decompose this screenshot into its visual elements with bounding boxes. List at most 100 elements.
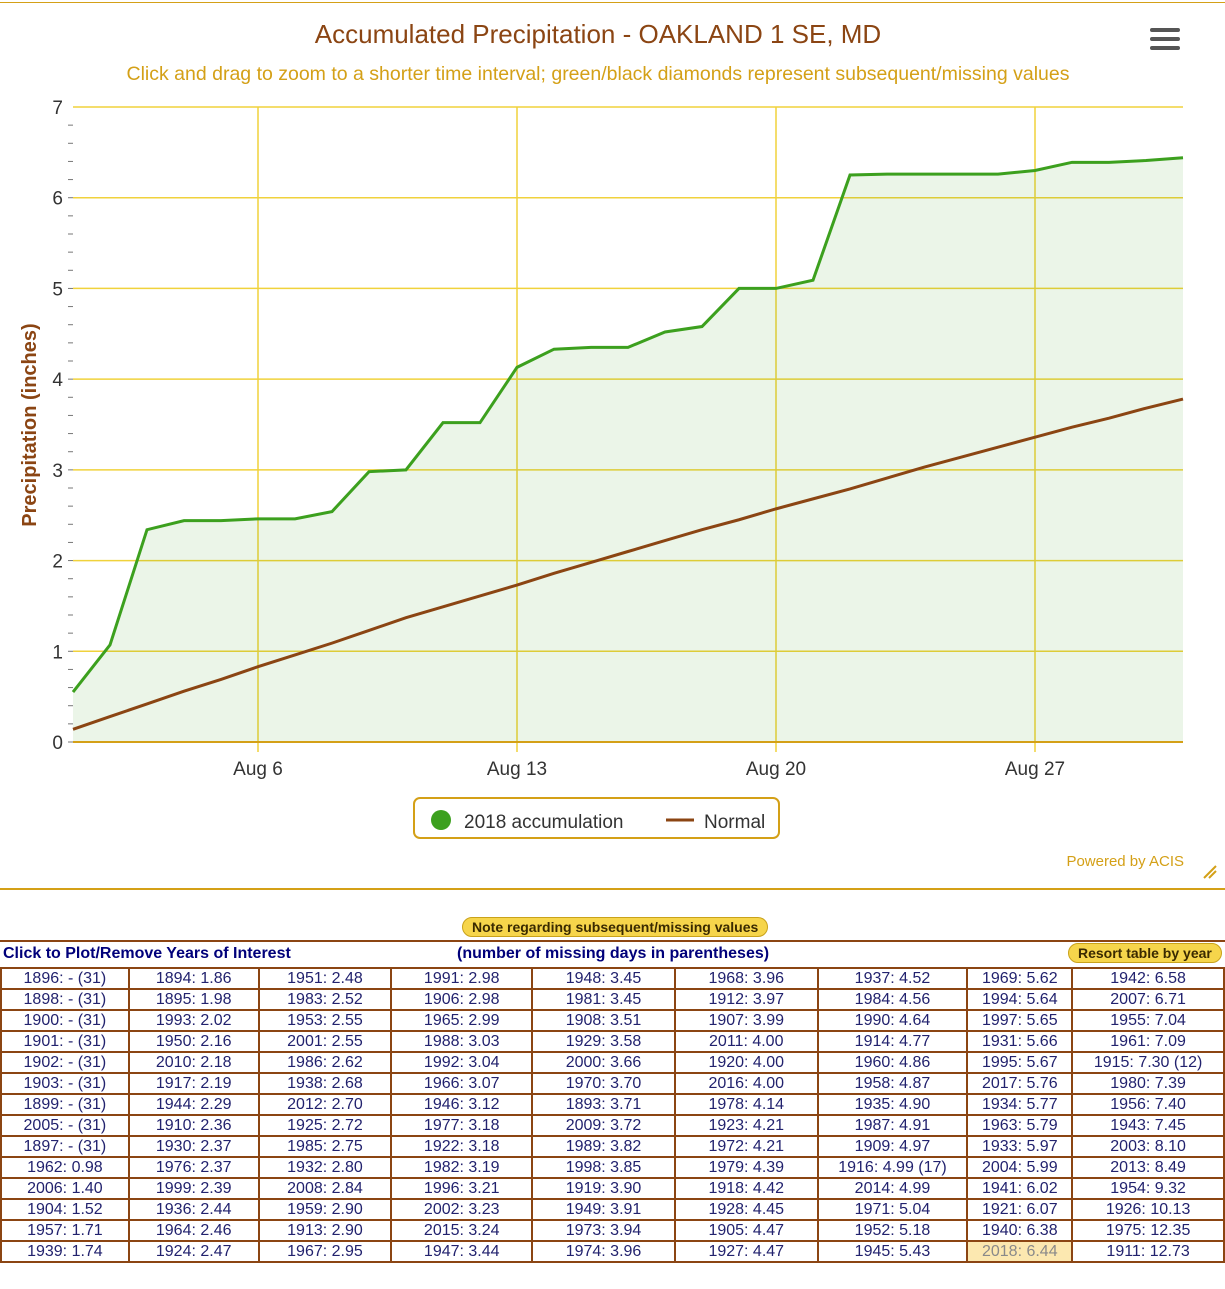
- year-cell[interactable]: 1924: 2.47: [127, 1240, 260, 1263]
- year-cell[interactable]: 2006: 1.40: [0, 1177, 130, 1200]
- resort-button[interactable]: Resort table by year: [1068, 943, 1222, 963]
- year-cell[interactable]: 1978: 4.14: [673, 1093, 819, 1116]
- year-cell[interactable]: 1905: 4.47: [673, 1219, 819, 1242]
- year-cell[interactable]: 1947: 3.44: [390, 1240, 534, 1263]
- year-cell[interactable]: 1932: 2.80: [257, 1156, 393, 1179]
- year-cell[interactable]: 1925: 2.72: [257, 1114, 393, 1137]
- year-cell[interactable]: 1911: 12.73: [1071, 1240, 1225, 1263]
- year-cell[interactable]: 1960: 4.86: [816, 1051, 969, 1074]
- year-cell[interactable]: 1991: 2.98: [390, 967, 534, 990]
- year-cell[interactable]: 1994: 5.64: [966, 988, 1074, 1011]
- year-cell[interactable]: 1916: 4.99 (17): [816, 1156, 969, 1179]
- year-cell[interactable]: 1935: 4.90: [816, 1093, 969, 1116]
- year-cell[interactable]: 1939: 1.74: [0, 1240, 130, 1263]
- precipitation-chart[interactable]: Accumulated Precipitation - OAKLAND 1 SE…: [0, 0, 1225, 888]
- year-cell[interactable]: 1942: 6.58: [1071, 967, 1225, 990]
- year-cell[interactable]: 2007: 6.71: [1071, 988, 1225, 1011]
- year-cell[interactable]: 1964: 2.46: [127, 1219, 260, 1242]
- year-cell[interactable]: 1899: - (31): [0, 1093, 130, 1116]
- year-cell[interactable]: 1929: 3.58: [531, 1030, 676, 1053]
- year-cell[interactable]: 1922: 3.18: [390, 1135, 534, 1158]
- year-cell[interactable]: 2003: 8.10: [1071, 1135, 1225, 1158]
- year-cell[interactable]: 1903: - (31): [0, 1072, 130, 1095]
- year-cell[interactable]: 1936: 2.44: [127, 1198, 260, 1221]
- year-cell[interactable]: 1898: - (31): [0, 988, 130, 1011]
- year-cell[interactable]: 1971: 5.04: [816, 1198, 969, 1221]
- year-cell[interactable]: 1997: 5.65: [966, 1009, 1074, 1032]
- year-cell[interactable]: 2004: 5.99: [966, 1156, 1074, 1179]
- year-cell[interactable]: 1921: 6.07: [966, 1198, 1074, 1221]
- year-cell[interactable]: 1944: 2.29: [127, 1093, 260, 1116]
- year-cell[interactable]: 2018: 6.44: [966, 1240, 1074, 1263]
- year-cell[interactable]: 1952: 5.18: [816, 1219, 969, 1242]
- year-cell[interactable]: 1986: 2.62: [257, 1051, 393, 1074]
- year-cell[interactable]: 1966: 3.07: [390, 1072, 534, 1095]
- year-cell[interactable]: 1974: 3.96: [531, 1240, 676, 1263]
- year-cell[interactable]: 1915: 7.30 (12): [1071, 1051, 1225, 1074]
- year-cell[interactable]: 1895: 1.98: [127, 988, 260, 1011]
- year-cell[interactable]: 1968: 3.96: [673, 967, 819, 990]
- year-cell[interactable]: 1907: 3.99: [673, 1009, 819, 1032]
- year-cell[interactable]: 1981: 3.45: [531, 988, 676, 1011]
- year-cell[interactable]: 1930: 2.37: [127, 1135, 260, 1158]
- year-cell[interactable]: 1923: 4.21: [673, 1114, 819, 1137]
- year-cell[interactable]: 1975: 12.35: [1071, 1219, 1225, 1242]
- year-cell[interactable]: 1976: 2.37: [127, 1156, 260, 1179]
- year-cell[interactable]: 1965: 2.99: [390, 1009, 534, 1032]
- year-cell[interactable]: 1927: 4.47: [673, 1240, 819, 1263]
- year-cell[interactable]: 1937: 4.52: [816, 967, 969, 990]
- year-cell[interactable]: 1904: 1.52: [0, 1198, 130, 1221]
- year-cell[interactable]: 2002: 3.23: [390, 1198, 534, 1221]
- year-cell[interactable]: 2010: 2.18: [127, 1051, 260, 1074]
- year-cell[interactable]: 1980: 7.39: [1071, 1072, 1225, 1095]
- year-cell[interactable]: 2016: 4.00: [673, 1072, 819, 1095]
- year-cell[interactable]: 1902: - (31): [0, 1051, 130, 1074]
- year-cell[interactable]: 1931: 5.66: [966, 1030, 1074, 1053]
- year-cell[interactable]: 1893: 3.71: [531, 1093, 676, 1116]
- year-cell[interactable]: 1999: 2.39: [127, 1177, 260, 1200]
- year-cell[interactable]: 1945: 5.43: [816, 1240, 969, 1263]
- year-cell[interactable]: 2000: 3.66: [531, 1051, 676, 1074]
- year-cell[interactable]: 2012: 2.70: [257, 1093, 393, 1116]
- year-cell[interactable]: 1957: 1.71: [0, 1219, 130, 1242]
- year-cell[interactable]: 1984: 4.56: [816, 988, 969, 1011]
- year-cell[interactable]: 1979: 4.39: [673, 1156, 819, 1179]
- year-cell[interactable]: 1988: 3.03: [390, 1030, 534, 1053]
- year-cell[interactable]: 1920: 4.00: [673, 1051, 819, 1074]
- year-cell[interactable]: 2008: 2.84: [257, 1177, 393, 1200]
- year-cell[interactable]: 1910: 2.36: [127, 1114, 260, 1137]
- year-cell[interactable]: 1989: 3.82: [531, 1135, 676, 1158]
- year-cell[interactable]: 1950: 2.16: [127, 1030, 260, 1053]
- year-cell[interactable]: 1901: - (31): [0, 1030, 130, 1053]
- year-cell[interactable]: 2013: 8.49: [1071, 1156, 1225, 1179]
- year-cell[interactable]: 1926: 10.13: [1071, 1198, 1225, 1221]
- year-cell[interactable]: 1909: 4.97: [816, 1135, 969, 1158]
- year-cell[interactable]: 2015: 3.24: [390, 1219, 534, 1242]
- year-cell[interactable]: 1995: 5.67: [966, 1051, 1074, 1074]
- year-cell[interactable]: 1967: 2.95: [257, 1240, 393, 1263]
- year-cell[interactable]: 1919: 3.90: [531, 1177, 676, 1200]
- year-cell[interactable]: 1953: 2.55: [257, 1009, 393, 1032]
- year-cell[interactable]: 1970: 3.70: [531, 1072, 676, 1095]
- year-cell[interactable]: 1956: 7.40: [1071, 1093, 1225, 1116]
- year-cell[interactable]: 1973: 3.94: [531, 1219, 676, 1242]
- year-cell[interactable]: 1908: 3.51: [531, 1009, 676, 1032]
- year-cell[interactable]: 1993: 2.02: [127, 1009, 260, 1032]
- year-cell[interactable]: 1969: 5.62: [966, 967, 1074, 990]
- year-cell[interactable]: 2014: 4.99: [816, 1177, 969, 1200]
- year-cell[interactable]: 1917: 2.19: [127, 1072, 260, 1095]
- year-cell[interactable]: 1983: 2.52: [257, 988, 393, 1011]
- year-cell[interactable]: 1918: 4.42: [673, 1177, 819, 1200]
- year-cell[interactable]: 1972: 4.21: [673, 1135, 819, 1158]
- year-cell[interactable]: 1958: 4.87: [816, 1072, 969, 1095]
- year-cell[interactable]: 1906: 2.98: [390, 988, 534, 1011]
- year-cell[interactable]: 1998: 3.85: [531, 1156, 676, 1179]
- year-cell[interactable]: 1949: 3.91: [531, 1198, 676, 1221]
- note-button[interactable]: Note regarding subsequent/missing values: [462, 917, 769, 937]
- year-cell[interactable]: 1955: 7.04: [1071, 1009, 1225, 1032]
- year-cell[interactable]: 1982: 3.19: [390, 1156, 534, 1179]
- year-cell[interactable]: 2017: 5.76: [966, 1072, 1074, 1095]
- year-cell[interactable]: 2009: 3.72: [531, 1114, 676, 1137]
- year-cell[interactable]: 1996: 3.21: [390, 1177, 534, 1200]
- year-cell[interactable]: 1938: 2.68: [257, 1072, 393, 1095]
